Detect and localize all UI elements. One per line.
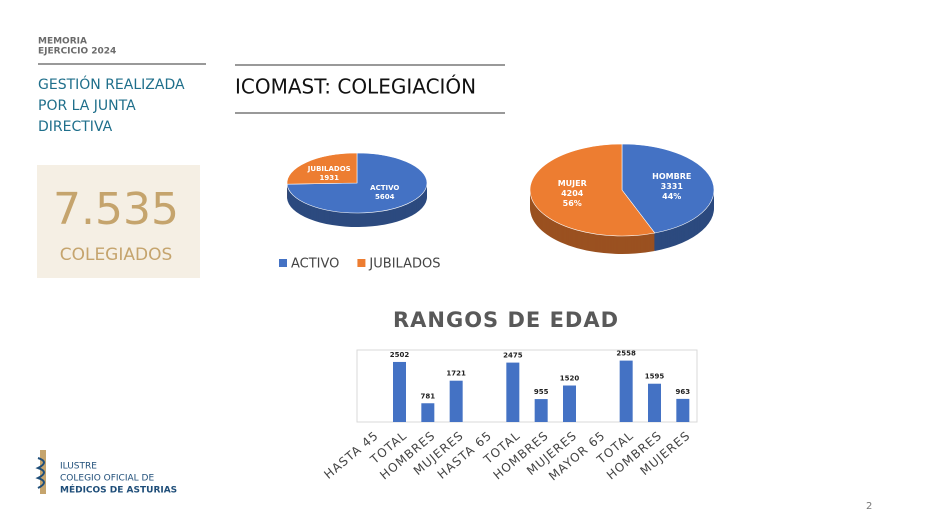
data-label: MUJER [558, 179, 587, 188]
data-label: 955 [534, 388, 549, 396]
data-label: 5604 [375, 193, 395, 201]
data-label: JUBILADOS [307, 165, 351, 173]
bar [506, 362, 520, 422]
legend-swatch [357, 259, 366, 267]
slice [621, 143, 715, 234]
stat-number: 7.535 [53, 184, 179, 235]
header-line: EJERCICIO 2024 [38, 47, 116, 57]
plot-area [356, 349, 698, 423]
legend-label: ACTIVO [291, 257, 339, 272]
bar [676, 398, 690, 422]
page-number: 2 [866, 501, 872, 512]
bar [393, 361, 406, 422]
data-label: 2502 [390, 351, 410, 359]
data-label: 2475 [503, 352, 523, 360]
section-line: DIRECTIVA [38, 119, 113, 135]
heading: ICOMAST: COLEGIACIÓN [235, 75, 476, 99]
data-label: 1520 [560, 375, 580, 383]
data-label: HOMBRE [652, 172, 691, 181]
stat-label: COLEGIADOS [60, 245, 173, 265]
data-label: 1721 [446, 370, 466, 378]
logo-icon [35, 450, 46, 494]
slice [286, 152, 358, 185]
legend-label: JUBILADOS [368, 257, 440, 272]
chart-title: RANGOS DE EDAD [393, 308, 619, 332]
bar [619, 360, 633, 422]
data-label: 44% [662, 192, 681, 201]
stat-box [37, 165, 200, 278]
bar [421, 403, 435, 422]
section-line: GESTIÓN REALIZADA [38, 75, 185, 93]
legend-swatch [279, 259, 287, 267]
slice [529, 143, 656, 237]
data-label: 3331 [661, 182, 684, 191]
data-label: 4204 [561, 189, 584, 198]
bar [563, 385, 576, 422]
data-label: 963 [676, 388, 691, 396]
logo-line: ILUSTRE [60, 462, 97, 472]
data-label: 781 [421, 392, 436, 400]
data-label: ACTIVO [370, 184, 399, 192]
header-line: MEMORIA [38, 37, 87, 47]
data-label: 56% [563, 199, 582, 208]
bar [534, 399, 548, 422]
logo-line: COLEGIO OFICIAL DE [60, 474, 154, 484]
logo-line: MÉDICOS DE ASTURIAS [60, 484, 177, 496]
data-label: 2558 [616, 350, 636, 358]
bar [648, 383, 661, 422]
data-label: 1931 [320, 174, 340, 182]
data-label: 1595 [645, 373, 665, 381]
bar [449, 380, 463, 422]
section-line: POR LA JUNTA [38, 98, 136, 114]
